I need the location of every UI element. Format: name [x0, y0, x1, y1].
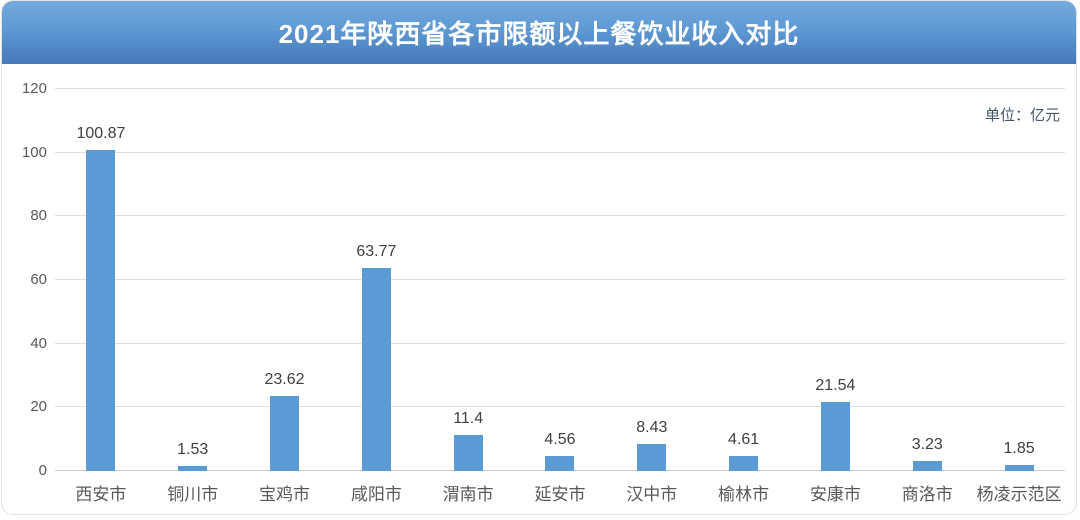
x-category-label: 宝鸡市: [259, 485, 311, 504]
bar-slot: 11.4: [422, 89, 514, 471]
bar-value-label: 11.4: [453, 409, 484, 427]
bar-chart: 单位：亿元 100.87 1.53 23.62 63.77 11.4 4.56 8.43 4.…: [2, 64, 1076, 514]
bar-value-label: 1.53: [177, 441, 209, 459]
bar-slot: 21.54: [790, 89, 882, 471]
bar-value-label: 8.43: [636, 419, 668, 437]
x-category-label: 铜川市: [167, 485, 219, 504]
y-tick-label: 20: [30, 398, 47, 416]
bar-铜川市: [178, 466, 208, 471]
y-axis: 0 20 40 60 80 100 120: [2, 80, 47, 479]
bar-slot: 100.87: [55, 89, 147, 471]
bar-slot: 23.62: [239, 89, 331, 471]
y-tick-label: 80: [30, 207, 47, 225]
bar-value-label: 100.87: [76, 124, 126, 142]
y-tick-label: 120: [21, 80, 47, 97]
x-axis: 西安市 铜川市 宝鸡市 咸阳市 渭南市 延安市 汉中市 榆林市 安康市 商洛市 杨凌示范区: [55, 481, 1065, 507]
x-category-label: 商洛市: [901, 485, 953, 504]
y-tick-label: 100: [21, 143, 47, 161]
plot-area: 100.87 1.53 23.62 63.77 11.4 4.56 8.43 4.61 21.5…: [55, 88, 1065, 471]
bar-slot: 4.56: [514, 89, 606, 471]
bar-slot: 4.61: [698, 89, 790, 471]
bar-value-label: 4.61: [728, 431, 760, 449]
bar-杨凌示范区: [1004, 465, 1034, 471]
bar-value-label: 63.77: [356, 243, 397, 260]
bar-slot: 3.23: [881, 89, 973, 471]
gridline: [55, 88, 1065, 89]
y-tick-label: 60: [30, 271, 47, 288]
bar-榆林市: [729, 456, 759, 471]
bar-slot: 1.53: [147, 89, 239, 471]
bar-slot: 63.77: [330, 89, 422, 471]
bar-value-label: 1.85: [1003, 440, 1035, 458]
gridline: [55, 406, 1065, 408]
bar-value-label: 21.54: [815, 377, 856, 395]
bar-汉中市: [637, 444, 667, 471]
gridline: [55, 279, 1065, 280]
bar-咸阳市: [361, 268, 391, 471]
x-category-label: 汉中市: [626, 485, 678, 504]
x-category-label: 榆林市: [718, 485, 770, 504]
gridline: [55, 215, 1065, 217]
bar-商洛市: [912, 460, 942, 471]
bar-宝鸡市: [270, 395, 300, 471]
y-tick-label: 40: [30, 334, 47, 352]
x-category-label: 咸阳市: [350, 485, 402, 504]
bar-value-label: 23.62: [264, 370, 305, 388]
chart-title: 2021年陕西省各市限额以上餐饮业收入对比: [278, 19, 800, 49]
gridline: [55, 151, 1065, 153]
chart-title-bar: 2021年陕西省各市限额以上餐饮业收入对比: [2, 1, 1076, 64]
bar-安康市: [820, 402, 850, 471]
unit-label: 单位：亿元: [984, 107, 1060, 124]
bar-value-label: 3.23: [911, 435, 943, 453]
x-category-label: 西安市: [75, 485, 127, 504]
x-category-label: 延安市: [534, 485, 586, 504]
bar-渭南市: [453, 434, 483, 471]
bar-value-label: 4.56: [544, 431, 576, 449]
y-tick-label: 0: [38, 462, 47, 479]
bar-slot: 1.85: [973, 89, 1065, 471]
bar-延安市: [545, 456, 575, 471]
gridline: [55, 342, 1065, 344]
bar-西安市: [86, 149, 116, 471]
x-category-label: 杨凌示范区: [976, 485, 1062, 504]
x-category-label: 渭南市: [442, 485, 494, 504]
bar-slot: 8.43: [606, 89, 698, 471]
x-category-label: 安康市: [809, 485, 861, 504]
